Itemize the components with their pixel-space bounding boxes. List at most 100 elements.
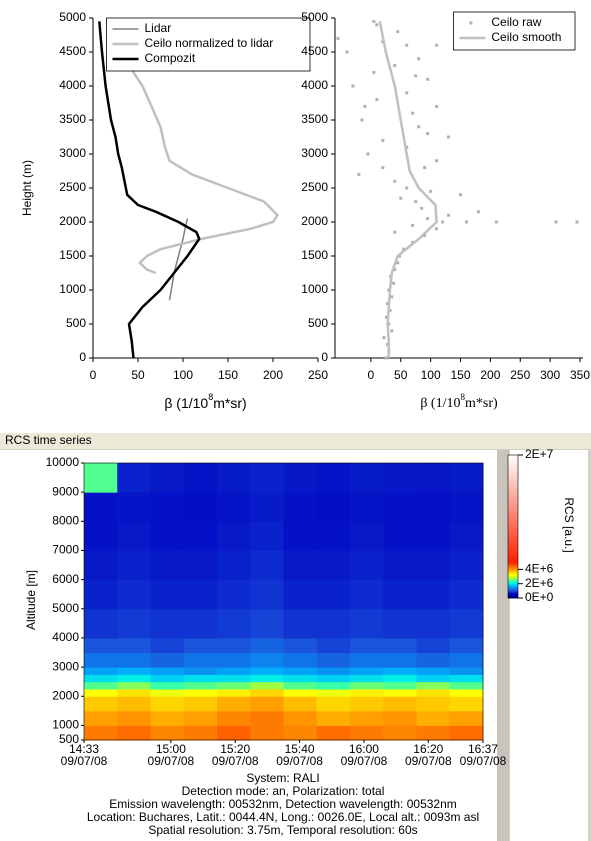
y-tick-label: 3500 <box>59 112 86 126</box>
heatmap-cell <box>84 638 118 653</box>
heatmap-cell <box>184 653 218 668</box>
data-point <box>392 282 395 285</box>
heatmap-cell <box>317 492 351 522</box>
heatmap-cell <box>250 463 284 493</box>
heatmap-cell <box>117 521 151 551</box>
x-axis-label-part: β (1/10 <box>420 396 460 411</box>
heatmap-cell <box>417 653 451 668</box>
heatmap-cell <box>151 550 185 580</box>
x-tick-label: 350 <box>570 368 590 382</box>
heatmap-cell <box>184 667 218 675</box>
y-tick-label: 5000 <box>52 601 79 615</box>
heatmap-cell <box>450 696 484 711</box>
heatmap-cell <box>117 711 151 726</box>
data-point <box>390 329 393 332</box>
data-point <box>429 190 432 193</box>
heatmap-cell <box>184 725 218 740</box>
y-tick-label: 500 <box>66 316 86 330</box>
data-point <box>411 112 414 115</box>
heatmap-cell <box>317 580 351 610</box>
y-tick-label: 2500 <box>301 180 328 194</box>
heatmap-cell <box>217 653 251 668</box>
heatmap-cell <box>84 696 118 711</box>
heatmap-cell <box>383 609 417 639</box>
heatmap-cell <box>84 550 118 580</box>
heatmap-cell <box>350 550 384 580</box>
y-tick-label: 4000 <box>301 78 328 92</box>
heatmap-cell <box>350 521 384 551</box>
heatmap-cell <box>250 682 284 690</box>
y-tick-label: 0 <box>79 350 86 364</box>
heatmap-cell <box>184 696 218 711</box>
x-tick-label: 300 <box>540 368 560 382</box>
data-point <box>393 180 396 183</box>
heatmap-cell <box>317 711 351 726</box>
heatmap-cell <box>317 696 351 711</box>
info-line: System: RALI <box>246 771 319 785</box>
heatmap-cell <box>383 711 417 726</box>
heatmap-cell <box>184 682 218 690</box>
heatmap-cell <box>184 521 218 551</box>
data-point <box>447 214 450 217</box>
data-point <box>441 221 444 224</box>
heatmap-cell <box>84 674 118 682</box>
heatmap-cell <box>184 674 218 682</box>
heatmap-cell <box>151 696 185 711</box>
heatmap-cell <box>117 696 151 711</box>
data-point <box>399 197 402 200</box>
data-point <box>495 221 498 224</box>
data-point <box>405 187 408 190</box>
data-point <box>435 227 438 230</box>
heatmap-cell <box>350 638 384 653</box>
x-tick-label: 50 <box>131 368 145 382</box>
legend-swatch <box>469 22 472 25</box>
heatmap-cell <box>250 674 284 682</box>
heatmap-cell <box>217 638 251 653</box>
heatmap-cell <box>250 696 284 711</box>
heatmap-cell <box>350 609 384 639</box>
y-tick-label: 3000 <box>301 146 328 160</box>
heatmap-cell <box>250 711 284 726</box>
heatmap-cell <box>317 653 351 668</box>
info-line: Spatial resolution: 3.75m, Temporal reso… <box>148 823 417 837</box>
heatmap-cell <box>417 725 451 740</box>
heatmap-cell <box>350 696 384 711</box>
heatmap-cell <box>84 689 118 697</box>
heatmap-cell <box>151 521 185 551</box>
heatmap-cell <box>184 492 218 522</box>
heatmap-cell <box>284 667 318 675</box>
data-point <box>477 210 480 213</box>
heatmap-cell <box>84 667 118 675</box>
heatmap-cell <box>350 711 384 726</box>
heatmap-cell <box>450 638 484 653</box>
data-point <box>375 98 378 101</box>
x-tick-label: 250 <box>308 368 328 382</box>
heatmap-cell <box>417 609 451 639</box>
heatmap-cell <box>151 653 185 668</box>
y-tick-label: 1000 <box>301 282 328 296</box>
heatmap-cell <box>84 725 118 740</box>
heatmap-cell <box>317 682 351 690</box>
heatmap-cell <box>250 653 284 668</box>
heatmap-cell <box>450 550 484 580</box>
data-point <box>372 71 375 74</box>
data-point <box>393 231 396 234</box>
data-point <box>336 37 339 40</box>
y-tick-label: 1500 <box>301 248 328 262</box>
data-point <box>435 105 438 108</box>
x-axis-label-part: m*sr) <box>465 396 498 411</box>
heatmap-cell <box>317 725 351 740</box>
heatmap-cell <box>317 638 351 653</box>
heatmap-cell <box>417 682 451 690</box>
y-tick-label: 2000 <box>52 688 79 702</box>
heatmap-cell <box>383 696 417 711</box>
heatmap-cell <box>284 550 318 580</box>
data-point <box>465 221 468 224</box>
heatmap-cell <box>450 653 484 668</box>
heatmap-cell <box>450 682 484 690</box>
data-point <box>459 193 462 196</box>
heatmap-cell <box>417 667 451 675</box>
heatmap-cell <box>217 696 251 711</box>
heatmap-cell <box>117 653 151 668</box>
